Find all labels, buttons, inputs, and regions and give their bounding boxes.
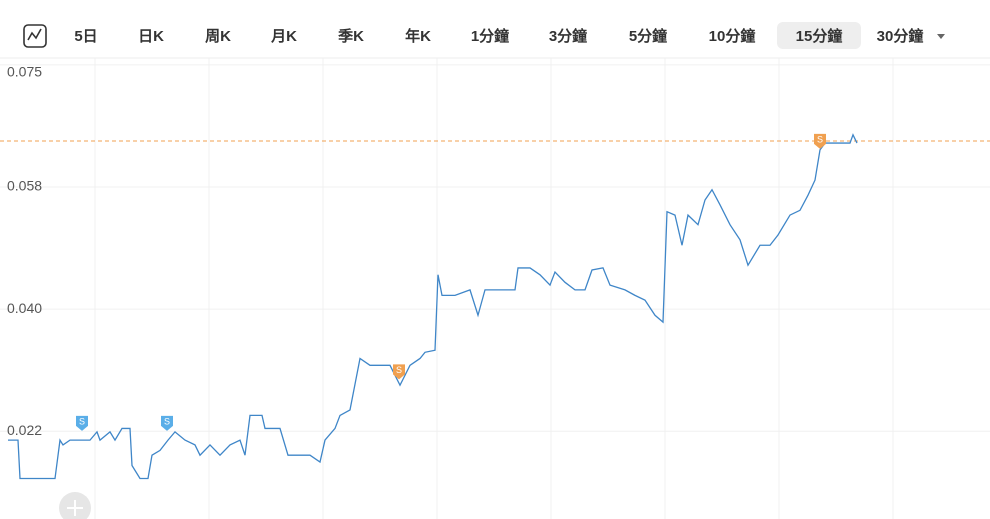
chart-icon[interactable] bbox=[23, 24, 47, 48]
tab[interactable]: 月K bbox=[270, 28, 297, 45]
trade-marker[interactable]: S bbox=[814, 133, 826, 149]
y-tick-label: 0.075 bbox=[7, 64, 42, 80]
tab[interactable]: 周K bbox=[205, 28, 231, 45]
marker-label: S bbox=[396, 365, 402, 375]
marker-label: S bbox=[817, 134, 823, 144]
vertical-grid bbox=[94, 58, 894, 519]
marker-badge bbox=[161, 415, 173, 431]
grid: 0.022 0.040 0.058 0.075 bbox=[0, 64, 990, 438]
tab-label: 15分鐘 bbox=[796, 27, 843, 45]
price-line bbox=[8, 133, 858, 480]
tab[interactable]: 年K bbox=[405, 27, 431, 45]
y-tick-label: 0.022 bbox=[7, 422, 42, 438]
trade-marker[interactable]: S bbox=[393, 364, 405, 380]
tab[interactable]: 3分鐘 bbox=[549, 27, 587, 45]
tab[interactable]: 30分鐘 bbox=[877, 27, 945, 45]
tab[interactable]: 日K bbox=[138, 28, 164, 45]
marker-label: S bbox=[79, 416, 85, 426]
tab[interactable]: 1分鐘 bbox=[471, 27, 509, 45]
tab[interactable]: 15分鐘 bbox=[777, 22, 861, 49]
add-icon bbox=[67, 500, 83, 516]
dropdown-arrow bbox=[937, 34, 945, 39]
chart-icon-glyph bbox=[27, 28, 42, 41]
marker-badge bbox=[814, 133, 826, 149]
y-tick-label: 0.040 bbox=[7, 300, 42, 316]
trade-marker[interactable]: S bbox=[76, 415, 88, 431]
tab-label: 月K bbox=[270, 28, 297, 45]
trade-marker[interactable]: S bbox=[161, 415, 173, 431]
marker-badge bbox=[76, 415, 88, 431]
tab-selected-bg bbox=[777, 22, 861, 49]
marker-label: S bbox=[164, 416, 170, 426]
tab[interactable]: 5日 bbox=[74, 28, 97, 45]
tab[interactable]: 季K bbox=[338, 27, 364, 45]
tab-label: 10分鐘 bbox=[709, 27, 756, 45]
tab-label: 5分鐘 bbox=[629, 27, 667, 45]
tab-label: 周K bbox=[205, 28, 231, 45]
tab-label: 3分鐘 bbox=[549, 27, 587, 45]
tab-label: 年K bbox=[405, 27, 431, 45]
tab-label: 日K bbox=[138, 28, 164, 45]
tab-label: 30分鐘 bbox=[877, 27, 924, 45]
tab[interactable]: 5分鐘 bbox=[629, 27, 667, 45]
tab-label: 1分鐘 bbox=[471, 27, 509, 45]
tab-label: 5日 bbox=[74, 28, 97, 45]
tab-label: 季K bbox=[338, 27, 364, 45]
plot: S S S S bbox=[0, 133, 990, 480]
tab[interactable]: 10分鐘 bbox=[709, 27, 756, 45]
marker-badge bbox=[393, 364, 405, 380]
y-tick-label: 0.058 bbox=[7, 178, 42, 194]
